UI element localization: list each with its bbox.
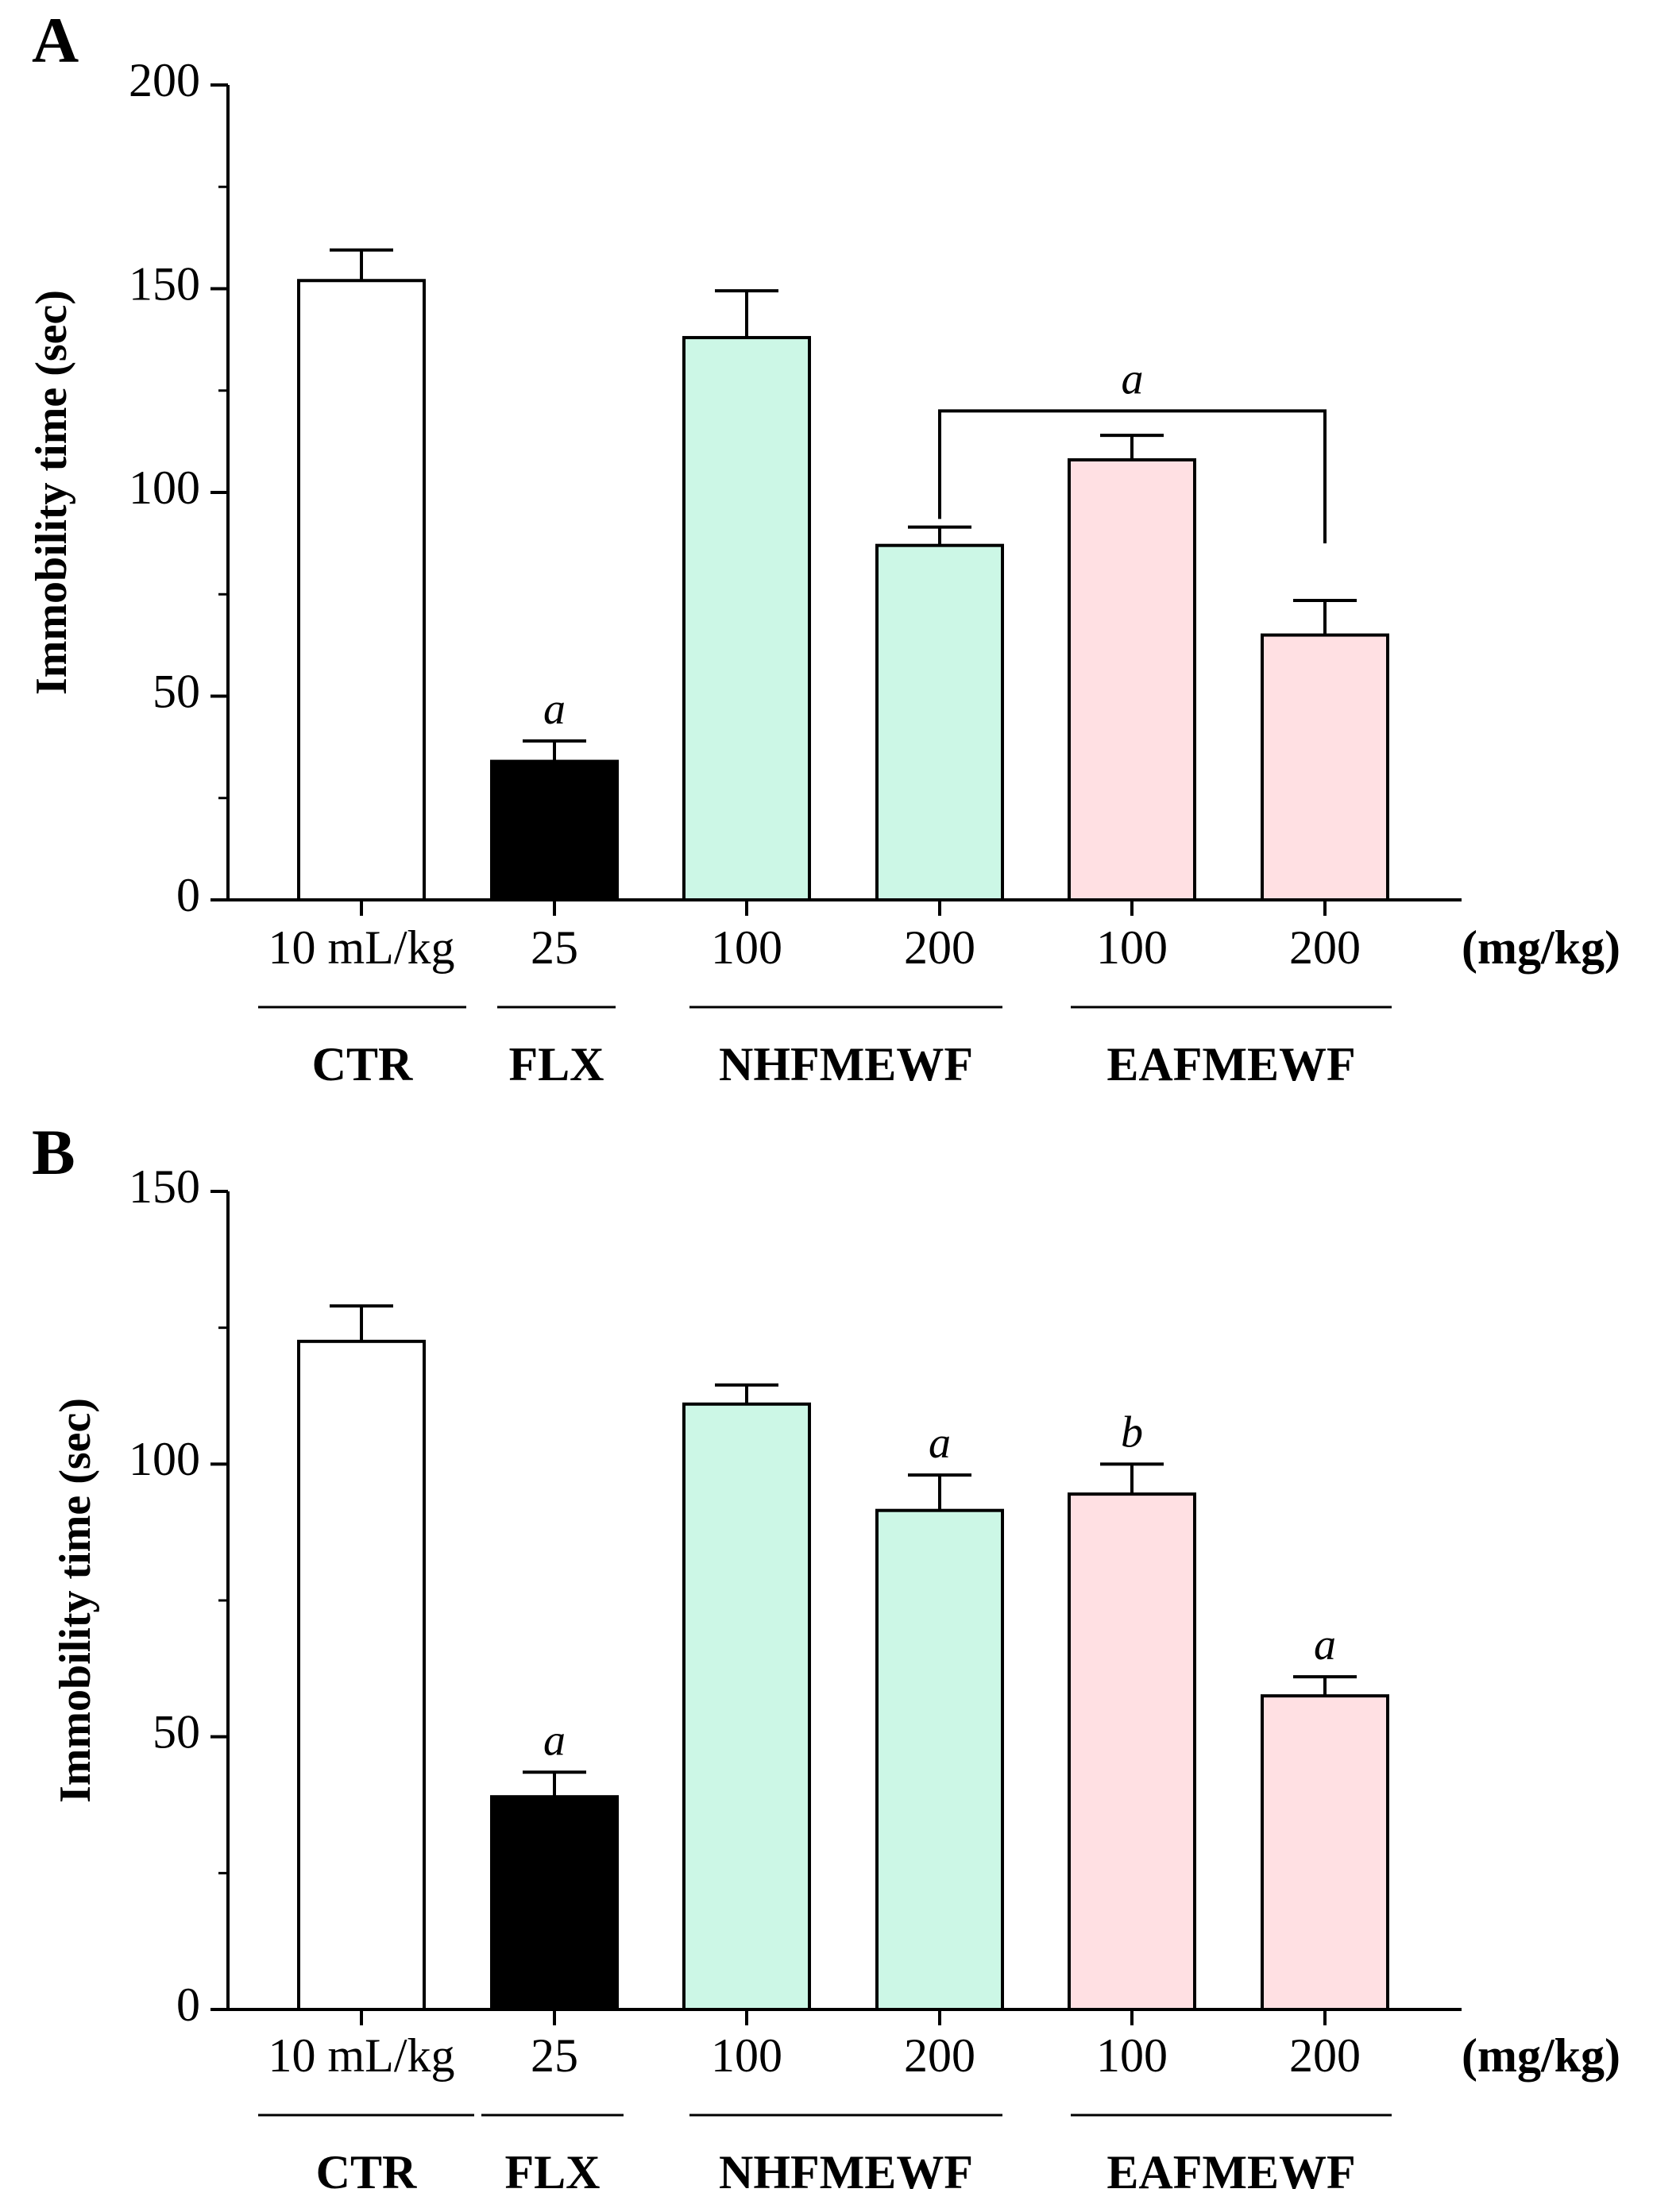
group-label: NHFMEWF [719,2146,973,2198]
bar-eafmewf [1069,1494,1195,2009]
y-tick-label: 200 [129,54,200,106]
y-tick-label: 50 [153,1705,200,1758]
bar-ctr [299,1341,424,2009]
dose-label: 200 [1289,2029,1361,2082]
bar-nhfmewf [877,546,1002,900]
significance-letter: a [543,685,566,734]
bar-ctr [299,280,424,900]
bar-nhfmewf [684,1404,809,2009]
bar-flx [492,1797,617,2009]
y-tick-label: 150 [129,1160,200,1213]
unit-label: (mg/kg) [1462,921,1620,974]
significance-letter: a [929,1419,951,1468]
dose-label: 10 mL/kg [268,921,455,974]
bar-nhfmewf [684,338,809,900]
bar-eafmewf [1262,1696,1388,2009]
significance-letter: b [1121,1407,1143,1457]
dose-label: 25 [531,921,578,974]
dose-label: 100 [1096,2029,1168,2082]
y-tick-label: 100 [129,461,200,514]
dose-label: 100 [711,2029,782,2082]
group-label: EAFMEWF [1106,1038,1355,1091]
group-label: CTR [312,1038,413,1091]
y-tick-label: 0 [176,1978,200,2031]
dose-label: 100 [1096,921,1168,974]
dose-label: 25 [531,2029,578,2082]
panel-b: B Immobility time (sec) 0 50 100 150 10 mL/kg 2… [32,1116,1620,2198]
y-axis-title: Immobility time (sec) [51,1398,100,1803]
bar-eafmewf [1262,635,1388,900]
figure: A Immobility time (sec) 0 50 100 150 200 10 mL/… [0,0,1680,2212]
y-tick-label: 50 [153,665,200,717]
dose-label: 200 [904,2029,975,2082]
group-label: EAFMEWF [1106,2146,1355,2198]
group-label: NHFMEWF [719,1038,973,1091]
y-tick-label: 100 [129,1433,200,1485]
unit-label: (mg/kg) [1462,2029,1620,2082]
bar-nhfmewf [877,1511,1002,2009]
dose-label: 200 [904,921,975,974]
group-label: FLX [505,2146,601,2198]
dose-label: 200 [1289,921,1361,974]
bar-flx [492,762,617,900]
significance-letter: a [1314,1620,1336,1670]
bar-eafmewf [1069,460,1195,900]
y-tick-label: 0 [176,869,200,921]
panel-a: A Immobility time (sec) 0 50 100 150 200 10 mL/… [27,4,1620,1091]
y-axis-title: Immobility time (sec) [27,290,76,695]
dose-label: 100 [711,921,782,974]
panel-letter: A [32,4,79,76]
group-label: CTR [316,2146,417,2198]
panel-letter: B [32,1116,75,1188]
significance-letter: a [543,1716,566,1765]
y-tick-label: 150 [129,257,200,310]
dose-label: 10 mL/kg [268,2029,455,2082]
group-label: FLX [509,1038,604,1091]
significance-letter: a [1122,354,1144,403]
